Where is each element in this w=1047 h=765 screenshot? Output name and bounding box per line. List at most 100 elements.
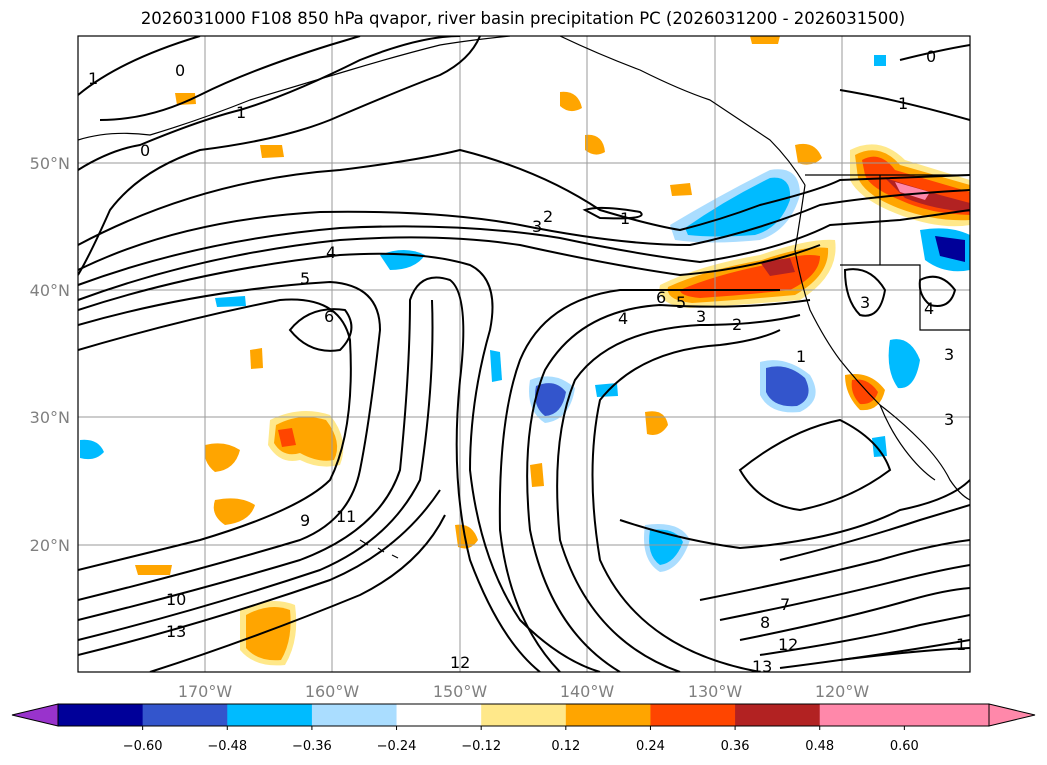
anomaly-region	[213, 498, 255, 525]
anomaly-region	[888, 339, 920, 389]
contour-line	[839, 647, 970, 661]
contour-label: 11	[336, 507, 356, 526]
contour-line	[843, 268, 887, 317]
contour-line	[149, 514, 446, 672]
contour-label: 4	[618, 309, 628, 328]
contour-label: 1	[796, 347, 806, 366]
contour-line	[78, 209, 970, 286]
contour-label: 9	[300, 511, 310, 530]
contour-line	[526, 299, 811, 672]
map-plot-area: 0 1 0 1 2 3 1 4 5 6 6 5 4 3 2 1 9 11 10 …	[78, 36, 970, 672]
contour-line	[582, 206, 643, 220]
contour-label: 1	[88, 69, 98, 88]
contour-line	[619, 479, 970, 550]
colorbar-tick-label: −0.60	[123, 739, 163, 754]
colorbar-tick-label: −0.12	[461, 739, 501, 754]
map-frame	[77, 35, 971, 673]
contour-label: 13	[166, 622, 186, 641]
contour-line	[738, 418, 892, 512]
lon-label: 120°W	[815, 682, 870, 701]
contour-line	[699, 539, 970, 601]
border-states	[840, 175, 970, 331]
anomaly-region	[795, 143, 822, 165]
lat-label: 50°N	[30, 154, 70, 173]
colorbar-segment	[481, 704, 567, 726]
anomaly-region	[750, 36, 780, 44]
coastline-baja	[879, 404, 936, 481]
anomaly-region	[535, 383, 566, 416]
contour-label: 12	[450, 653, 470, 672]
colorbar-extend-max	[988, 703, 1036, 727]
colorbar-segment	[142, 704, 228, 726]
colorbar-tick-label: −0.24	[377, 739, 417, 754]
anomaly-region	[215, 296, 246, 307]
anomaly-region	[246, 606, 291, 661]
lon-label: 140°W	[560, 682, 615, 701]
anomaly-region	[278, 428, 296, 447]
coastline-alaska	[78, 36, 511, 141]
contour-label: 7	[780, 595, 790, 614]
contour-label: 2	[543, 207, 553, 226]
lon-label: 160°W	[305, 682, 360, 701]
contour-line	[591, 329, 781, 672]
colorbar: −0.60 −0.48 −0.36 −0.24 −0.12 0.12 0.24 0.36 0.4…	[11, 703, 1036, 754]
anomaly-region	[175, 93, 196, 105]
anomaly-region	[585, 134, 605, 155]
coastlines	[78, 36, 970, 559]
contour-line	[78, 36, 481, 276]
contour-line	[78, 276, 541, 672]
contour-label: 4	[326, 243, 336, 262]
graticule	[78, 36, 970, 672]
contour-label: 3	[860, 293, 870, 312]
anomaly-region	[135, 565, 172, 575]
contour-label: 8	[760, 613, 770, 632]
anomaly-region	[560, 91, 582, 112]
anomaly-region	[670, 183, 692, 196]
anomaly-region	[250, 348, 263, 369]
anomaly-region	[490, 350, 502, 382]
contour-line	[78, 299, 434, 641]
contour-line	[556, 314, 801, 672]
anomaly-region	[204, 443, 240, 472]
colorbar-tick-label: −0.36	[292, 739, 332, 754]
contour-line	[78, 36, 461, 171]
colorbar-segment	[227, 704, 313, 726]
contour-label: 1	[236, 103, 246, 122]
qvapor-contours	[78, 36, 970, 672]
anomaly-region	[274, 416, 338, 461]
colorbar-segment	[819, 704, 905, 726]
lon-label: 150°W	[433, 682, 488, 701]
latitude-labels: 50°N 40°N 30°N 20°N	[30, 154, 70, 555]
contour-label: 1	[956, 635, 966, 654]
figure-title: 2026031000 F108 850 hPa qvapor, river ba…	[141, 9, 905, 28]
contour-label: 0	[175, 61, 185, 80]
anomaly-region	[455, 524, 478, 549]
anomaly-region	[935, 236, 965, 262]
lat-label: 20°N	[30, 536, 70, 555]
anomaly-region	[260, 145, 284, 158]
colorbar-tick-label: −0.48	[207, 739, 247, 754]
anomaly-region	[851, 379, 878, 405]
colorbar-segment	[396, 704, 482, 726]
contour-label: 3	[532, 217, 542, 236]
precip-anomaly-shading	[80, 36, 970, 666]
contour-line	[78, 252, 601, 672]
colorbar-tick-label: 0.36	[721, 739, 750, 754]
contour-label: 0	[926, 47, 936, 66]
colorbar-segment	[565, 704, 651, 726]
contour-line	[498, 288, 780, 672]
contour-label: 4	[924, 299, 934, 318]
contour-line	[99, 36, 361, 121]
lat-label: 40°N	[30, 281, 70, 300]
contour-line	[78, 189, 970, 271]
contour-labels: 0 1 0 1 2 3 1 4 5 6 6 5 4 3 2 1 9 11 10 …	[88, 47, 966, 672]
coastline-hawaii	[359, 539, 399, 559]
contour-label: 12	[778, 635, 798, 654]
colorbar-segment	[735, 704, 821, 726]
contour-line	[78, 236, 821, 301]
coastline-west-us	[794, 184, 970, 501]
contour-label: 3	[944, 410, 954, 429]
colorbar-tick-label: 0.24	[636, 739, 665, 754]
contour-label: 6	[656, 288, 666, 307]
